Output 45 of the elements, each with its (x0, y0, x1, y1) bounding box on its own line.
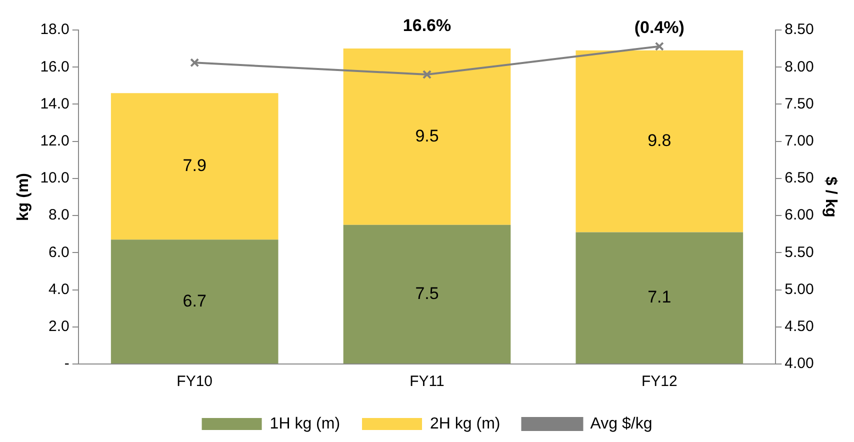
y2-axis-title: $ / kg (822, 176, 839, 218)
legend-label: 1H kg (m) (270, 415, 340, 432)
y2-tick-label: 5.50 (784, 244, 814, 261)
y2-tick-label: 7.00 (784, 132, 814, 150)
y-tick-label: - (64, 355, 70, 372)
y2-tick-label: 6.00 (784, 206, 814, 224)
y-tick-label: 18.0 (40, 21, 70, 38)
y-tick-label: 8.0 (48, 206, 70, 224)
y-axis-title: kg (m) (15, 173, 32, 221)
data-label: 6.7 (182, 291, 206, 310)
bar (576, 232, 744, 364)
y-tick-label: 2.0 (48, 318, 70, 336)
y2-tick-label: 5.00 (784, 280, 814, 298)
annotation: 16.6% (402, 16, 452, 36)
x-tick-label: FY12 (641, 373, 678, 390)
y-tick-label: 6.0 (48, 244, 70, 261)
y2-tick-label: 7.50 (784, 95, 814, 112)
annotation: (0.4%) (634, 18, 684, 38)
bar (343, 224, 511, 364)
point (190, 58, 200, 68)
bar (343, 48, 511, 225)
x-tick-label: FY10 (176, 373, 213, 390)
data-label: 7.5 (415, 284, 439, 303)
y-tick-label: 16.0 (40, 58, 70, 76)
point (422, 70, 432, 80)
y2-tick-label: 4.50 (784, 318, 814, 336)
data-label: 9.5 (415, 126, 439, 146)
legend-label: Avg $/kg (590, 415, 652, 432)
y2-tick-label: 8.00 (784, 58, 814, 76)
data-label: 7.9 (182, 156, 206, 176)
legend-label: 2H kg (m) (430, 415, 500, 432)
bar (110, 240, 278, 364)
y2-tick-label: 8.50 (784, 21, 814, 38)
point (654, 42, 664, 51)
data-label: 9.8 (648, 131, 672, 150)
y-tick-label: 10.0 (40, 170, 70, 187)
data-label: 7.1 (648, 288, 672, 307)
x-tick-label: FY11 (410, 373, 444, 390)
y-tick-label: 4.0 (48, 280, 70, 298)
y-tick-label: 12.0 (40, 132, 70, 150)
bar (576, 50, 744, 232)
y-tick-label: 14.0 (40, 95, 70, 112)
y2-tick-label: 4.00 (784, 355, 814, 372)
bar (110, 93, 278, 240)
y2-tick-label: 6.50 (784, 170, 814, 187)
